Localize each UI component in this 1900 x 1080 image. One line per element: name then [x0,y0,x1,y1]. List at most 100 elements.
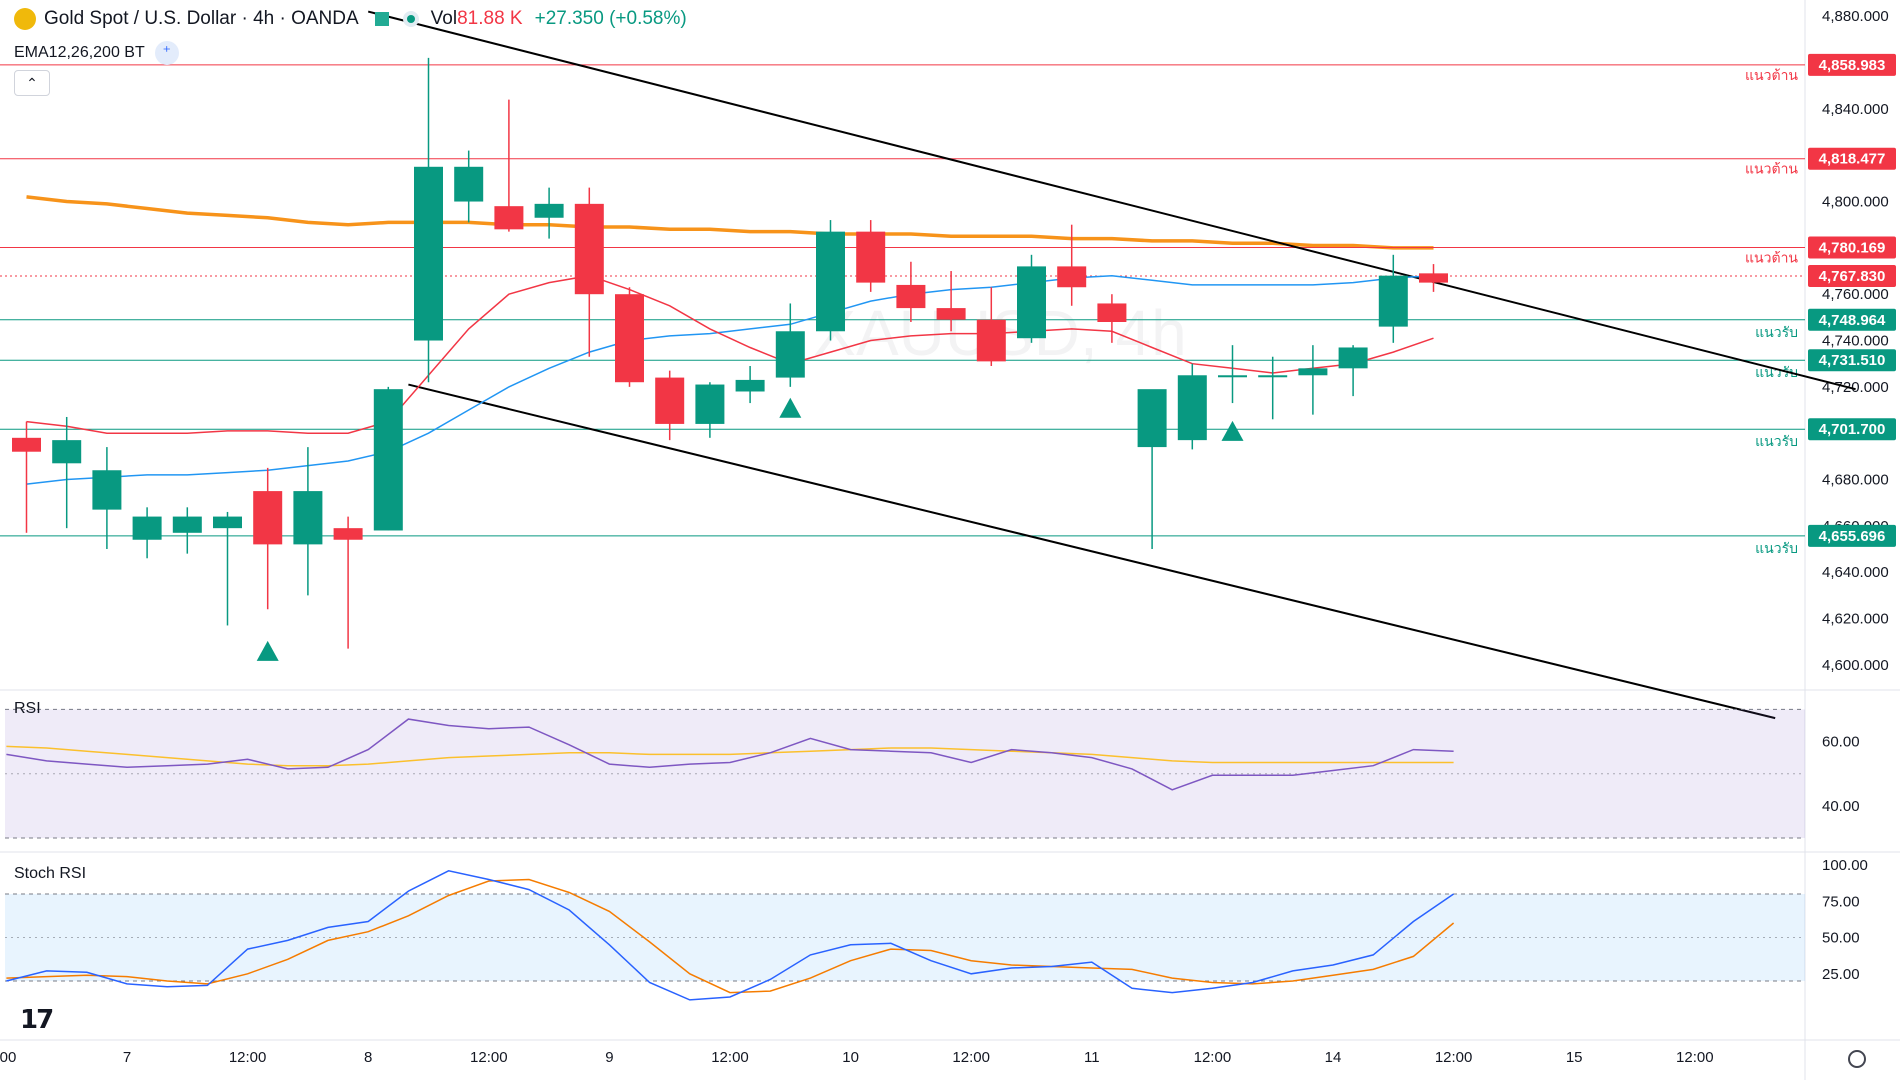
candle-bull [52,440,82,464]
indicator-settings-icon[interactable]: ⁺ [154,41,179,65]
buy-signal-marker [779,397,802,418]
candle-bear [655,377,685,424]
resistance-label: แนวต้าน [1745,250,1798,266]
time-tick-label: 9 [605,1049,613,1066]
support-label: แนวรับ [1755,325,1798,341]
price-tick-label: 4,840.000 [1822,101,1889,118]
time-tick-label: 15 [1566,1049,1583,1066]
candle-bear [253,491,283,545]
candle-bear [1097,303,1127,322]
stoch-tick-label: 100.00 [1822,857,1868,874]
rsi-tick-label: 40.00 [1822,798,1860,815]
price-level-tag-label: 4,767.830 [1819,268,1886,285]
candle-bull [775,331,805,378]
candle-bear [12,437,41,452]
candle-bull [1258,375,1288,378]
market-status-icon [374,12,389,26]
support-label: แนวรับ [1755,365,1798,381]
price-tick-label: 4,620.000 [1822,611,1889,628]
candle-bull [414,166,443,341]
candle-bull [534,203,564,218]
price-level-tag-label: 4,701.700 [1819,421,1886,438]
support-label: แนวรับ [1755,434,1798,450]
price-level-tag-label: 4,655.696 [1819,528,1886,545]
candle-bull [1177,375,1207,441]
price-tick-label: 4,740.000 [1822,333,1889,350]
price-tick-label: 4,760.000 [1822,286,1889,303]
candle-bull [172,516,202,533]
price-level-tag [1808,349,1896,372]
indicator-label[interactable]: EMA12,26,200 BT [14,44,145,61]
time-tick-label: 14 [1325,1049,1342,1066]
candle-bear [936,308,966,320]
time-tick-label: 12:00 [1676,1049,1714,1066]
candle-bear [333,528,363,540]
stoch-k-line [6,870,1455,1001]
candle-bear [494,206,524,230]
candle-bull [92,470,122,510]
price-level-tag-label: 4,818.477 [1819,151,1886,168]
time-tick-label: 8 [364,1049,372,1066]
candle-bull [213,516,242,529]
time-tick-label: 12:00 [1435,1049,1473,1066]
candle-bull [816,231,845,332]
price-level-tag-label: 4,731.510 [1819,352,1886,369]
price-level-tag [1808,418,1896,441]
time-tick-label: 12:00 [229,1049,267,1066]
price-level-tag-label: 4,748.964 [1819,312,1886,329]
price-level-tag-label: 4,858.983 [1819,57,1886,74]
ema200-line [26,195,1434,250]
price-level-tag [1808,147,1896,170]
support-label: แนวรับ [1755,541,1798,557]
stoch-tick-label: 50.00 [1822,930,1860,947]
symbol-title[interactable]: Gold Spot / U.S. Dollar · 4h · OANDA [44,8,359,29]
time-tick-label: 12:00 [711,1049,749,1066]
trendline-lower [408,383,1776,720]
candle-bull [132,516,162,540]
stoch-tick-label: 75.00 [1822,893,1860,910]
chart-header: Gold Spot / U.S. Dollar · 4h · OANDA Vol… [14,8,687,30]
candle-bull [735,379,765,392]
candle-bear [615,294,644,383]
gold-logo-icon [14,8,36,30]
indicator-legend: EMA12,26,200 BT ⁺ [14,41,179,65]
rsi-tick-label: 60.00 [1822,734,1860,751]
candle-bear [856,231,886,283]
price-level-tag [1808,236,1896,259]
resistance-label: แนวต้าน [1745,162,1798,178]
time-tick-label: 12:00 [1194,1049,1232,1066]
price-level-tag [1808,308,1896,331]
candle-bull [1338,347,1368,369]
candle-bull [454,166,484,202]
ema26-line [26,274,1434,485]
collapse-legend-button[interactable]: ⌃ [14,70,50,96]
price-tick-label: 4,880.000 [1822,8,1889,25]
price-change: +27.350 (+0.58%) [534,8,687,29]
price-level-tag-label: 4,780.169 [1819,239,1886,256]
buy-signal-marker [1221,420,1244,441]
time-tick-label: 00 [0,1049,16,1066]
settings-gear-icon[interactable] [1848,1050,1866,1068]
candle-bull [1017,266,1046,339]
stoch-d-line [6,878,1455,994]
candle-bull [1298,368,1328,376]
time-tick-label: 11 [1084,1049,1100,1066]
rsi-line [6,718,1454,791]
price-level-tag [1808,265,1896,288]
candle-bull [1137,389,1167,448]
time-tick-label: 12:00 [470,1049,508,1066]
price-tick-label: 4,800.000 [1822,194,1889,211]
price-level-tag [1808,53,1896,76]
candle-bear [1057,266,1087,288]
candle-bull [293,491,323,545]
candle-bear [574,203,604,295]
time-tick-label: 12:00 [952,1049,990,1066]
candle-bear [896,284,926,309]
stoch-tick-label: 25.00 [1822,966,1860,983]
live-dot-icon [402,11,419,27]
resistance-label: แนวต้าน [1745,68,1798,84]
tradingview-logo[interactable]: 17 [20,1005,54,1035]
candle-bull [373,389,403,531]
price-tick-label: 4,720.000 [1822,379,1889,396]
